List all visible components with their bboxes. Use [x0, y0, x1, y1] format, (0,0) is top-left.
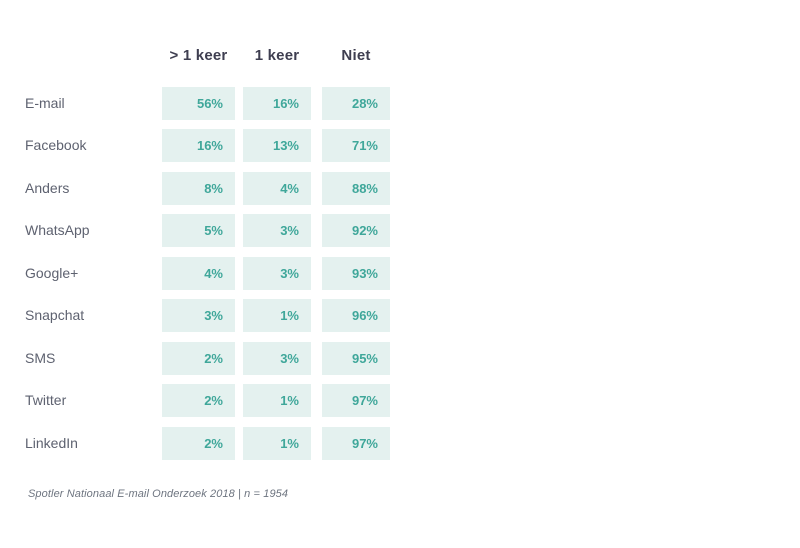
value-cell: 2% — [162, 384, 235, 417]
row-label-linkedin: LinkedIn — [25, 434, 78, 451]
column-header-once: 1 keer — [254, 47, 300, 64]
value-cell: 13% — [243, 129, 311, 162]
source-note: Spotler Nationaal E-mail Onderzoek 2018 … — [28, 488, 289, 500]
value-cell: 3% — [162, 299, 235, 332]
value-cell: 16% — [162, 129, 235, 162]
column-header-more-than-once: > 1 keer — [169, 47, 228, 64]
row-label-anders: Anders — [25, 179, 70, 196]
value-cell: 97% — [322, 426, 390, 460]
row-label-whatsapp: WhatsApp — [25, 222, 90, 238]
row-label-email: E-mail — [25, 94, 65, 111]
channel-usage-table: > 1 keer 1 keer Niet E-mail 56% 16% 28% … — [25, 44, 390, 460]
value-cell: 92% — [322, 214, 390, 247]
value-cell: 56% — [162, 86, 235, 120]
value-cell: 4% — [162, 256, 235, 290]
value-cell: 96% — [322, 299, 390, 332]
value-cell: 3% — [243, 214, 311, 247]
row-label-twitter: Twitter — [25, 392, 67, 408]
value-cell: 8% — [162, 171, 235, 205]
row-label-sms: SMS — [25, 349, 56, 366]
header-spacer — [25, 44, 162, 68]
value-cell: 93% — [322, 256, 390, 290]
value-cell: 71% — [322, 129, 390, 162]
value-cell: 16% — [243, 86, 311, 120]
value-cell: 1% — [243, 299, 311, 332]
column-header-not: Niet — [341, 47, 371, 64]
value-cell: 2% — [162, 426, 235, 460]
value-cell: 1% — [243, 426, 311, 460]
value-cell: 5% — [162, 214, 235, 247]
value-cell: 28% — [322, 86, 390, 120]
row-label-googleplus: Google+ — [25, 264, 79, 281]
value-cell: 2% — [162, 341, 235, 375]
value-cell: 3% — [243, 341, 311, 375]
value-cell: 95% — [322, 341, 390, 375]
value-cell: 1% — [243, 384, 311, 417]
row-label-facebook: Facebook — [25, 137, 87, 153]
value-cell: 3% — [243, 256, 311, 290]
row-label-snapchat: Snapchat — [25, 307, 85, 323]
value-cell: 88% — [322, 171, 390, 205]
value-cell: 97% — [322, 384, 390, 417]
value-cell: 4% — [243, 171, 311, 205]
